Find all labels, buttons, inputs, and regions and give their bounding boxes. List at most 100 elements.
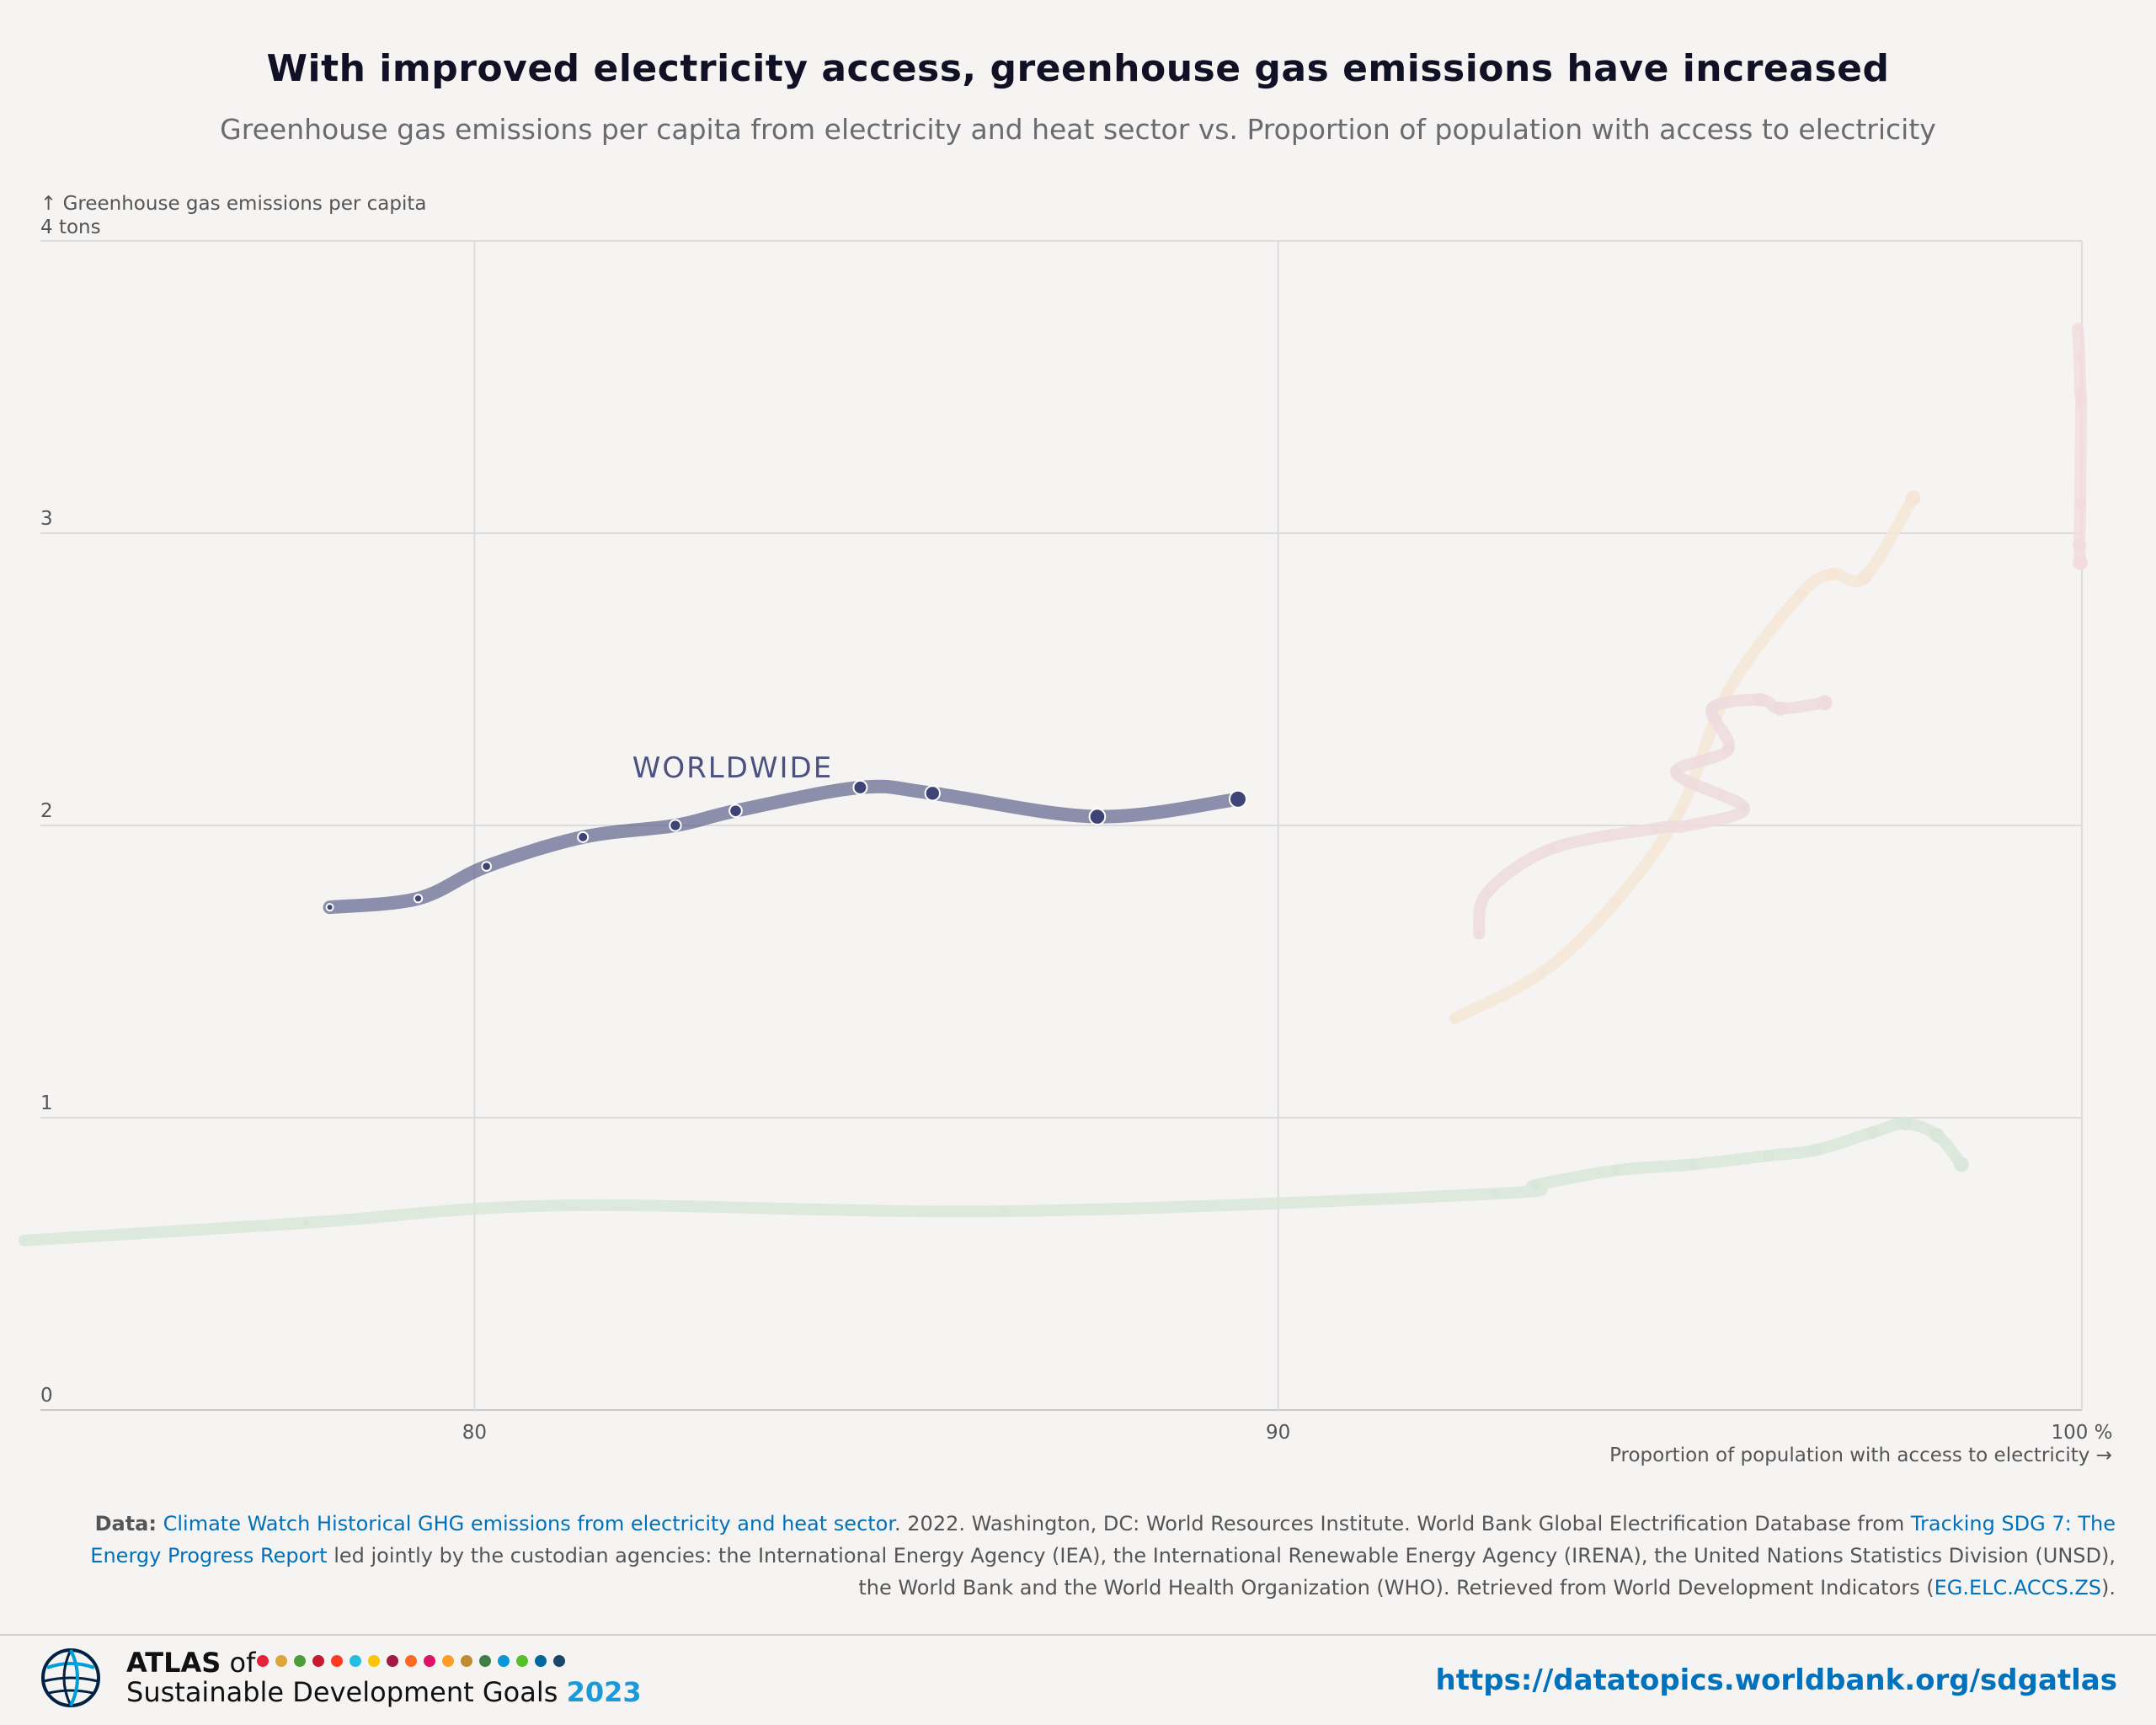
data-point	[1611, 897, 1620, 905]
data-point	[1684, 820, 1693, 830]
data-point	[1866, 1125, 1880, 1139]
data-point	[1452, 1016, 1458, 1022]
source-text-3: ).	[2101, 1576, 2116, 1599]
data-point	[669, 819, 682, 832]
footer-divider	[0, 1634, 2156, 1636]
series-line	[1449, 492, 1919, 1025]
source-label: Data:	[94, 1512, 157, 1535]
series-line	[18, 1117, 1967, 1247]
data-point	[2076, 396, 2087, 407]
series-line	[2072, 323, 2088, 569]
grid-lines	[40, 240, 2083, 1411]
sdg-dot	[275, 1655, 287, 1667]
data-point	[2074, 498, 2087, 510]
sdg-dot	[424, 1655, 435, 1667]
data-point	[1905, 490, 1921, 506]
sdg-dot	[294, 1655, 306, 1667]
sdg-dot	[331, 1655, 343, 1667]
y-tick-label: 2	[40, 800, 53, 822]
globe-icon	[41, 1648, 100, 1707]
data-point	[924, 785, 941, 802]
data-point	[1540, 968, 1547, 975]
data-point	[1858, 569, 1872, 585]
x-tick-label: 80	[462, 1422, 487, 1444]
data-point	[577, 830, 590, 843]
sdg-dot	[553, 1655, 565, 1667]
sdg-dot	[461, 1655, 472, 1667]
chart-subtitle: Greenhouse gas emissions per capita from…	[220, 113, 1936, 146]
data-point	[2073, 554, 2089, 570]
data-point	[325, 903, 334, 912]
data-point	[1810, 1144, 1823, 1156]
chart-title: With improved electricity access, greenh…	[266, 47, 1890, 90]
data-point	[1670, 767, 1682, 778]
data-point	[2076, 388, 2085, 398]
data-point	[1722, 743, 1734, 756]
data-point	[1795, 589, 1806, 601]
data-point	[413, 894, 424, 904]
sdg-dot	[257, 1655, 269, 1667]
series-background-3	[1473, 692, 1833, 940]
y-tick-label: 1	[40, 1092, 53, 1114]
sdg-color-dots	[257, 1654, 572, 1669]
atlas-subtitle: Sustainable Development Goals 2023	[126, 1676, 642, 1708]
data-point	[1088, 808, 1107, 825]
data-point	[1610, 1165, 1621, 1176]
y-axis-unit: 4 tons	[40, 216, 101, 238]
sdg-dot	[479, 1655, 491, 1667]
data-point	[852, 779, 868, 795]
y-tick-label: 0	[40, 1385, 53, 1407]
sdg-dot	[516, 1655, 528, 1667]
data-point	[1763, 1150, 1774, 1162]
sdg-dot	[368, 1655, 380, 1667]
x-tick-label: 100 %	[2051, 1422, 2112, 1444]
data-point	[1739, 803, 1749, 813]
sdg-dot	[387, 1655, 398, 1667]
sdg-dot	[535, 1655, 547, 1667]
source-link-wdi-indicator[interactable]: EG.ELC.ACCS.ZS	[1934, 1576, 2101, 1599]
tick-labels: 0 1 2 3 80 90 100 %	[40, 508, 2113, 1444]
y-tick-label: 3	[40, 508, 53, 530]
data-point	[1929, 1128, 1945, 1143]
series-background-1	[18, 1116, 1969, 1247]
data-point	[1686, 1159, 1698, 1170]
data-point	[1001, 1207, 1009, 1215]
sdg-dot	[498, 1655, 510, 1667]
data-point	[481, 861, 492, 872]
data-point	[2075, 326, 2081, 332]
data-point	[1705, 702, 1719, 715]
x-tick-label: 90	[1266, 1422, 1290, 1444]
series-background-4	[2072, 323, 2089, 570]
data-point	[1530, 1180, 1540, 1190]
source-note: Data: Climate Watch Historical GHG emiss…	[56, 1508, 2116, 1604]
series-line	[323, 779, 1245, 915]
data-point	[1476, 931, 1482, 937]
chart-area: 0 1 2 3 80 90 100 % ↑ Greenhouse gas emissions…	[18, 193, 2113, 1466]
series-worldwide	[323, 779, 1247, 915]
data-point	[1491, 1189, 1500, 1199]
source-link-climate-watch[interactable]: Climate Watch Historical GHG emissions f…	[163, 1512, 895, 1535]
data-point	[559, 1202, 567, 1210]
data-point	[1228, 789, 1247, 809]
x-axis-label: Proportion of population with access to …	[1609, 1445, 2112, 1466]
sdg-dot	[350, 1655, 361, 1667]
source-text-2: led jointly by the custodian agencies: t…	[327, 1544, 2116, 1599]
data-point	[1548, 845, 1556, 852]
data-point	[1953, 1156, 1969, 1172]
data-point	[2073, 537, 2087, 552]
data-point	[1675, 806, 1685, 815]
data-point	[1817, 695, 1833, 711]
source-link-tracking-sdg7[interactable]: Tracking SDG 7: The Energy Progress Repo…	[90, 1512, 2116, 1567]
source-text-1: . 2022. Washington, DC: World Resources …	[894, 1512, 1911, 1535]
series-layer	[18, 323, 2089, 1247]
sdg-dot	[312, 1655, 324, 1667]
data-point	[1826, 568, 1839, 581]
data-point	[1753, 692, 1768, 707]
atlas-url-link[interactable]: https://datatopics.worldbank.org/sdgatla…	[1435, 1664, 2117, 1697]
data-point	[728, 804, 743, 818]
series-background-2	[1449, 490, 1921, 1025]
data-point	[2076, 354, 2084, 361]
data-point	[1773, 701, 1788, 716]
data-point	[1897, 1116, 1913, 1131]
data-point	[21, 1237, 27, 1243]
